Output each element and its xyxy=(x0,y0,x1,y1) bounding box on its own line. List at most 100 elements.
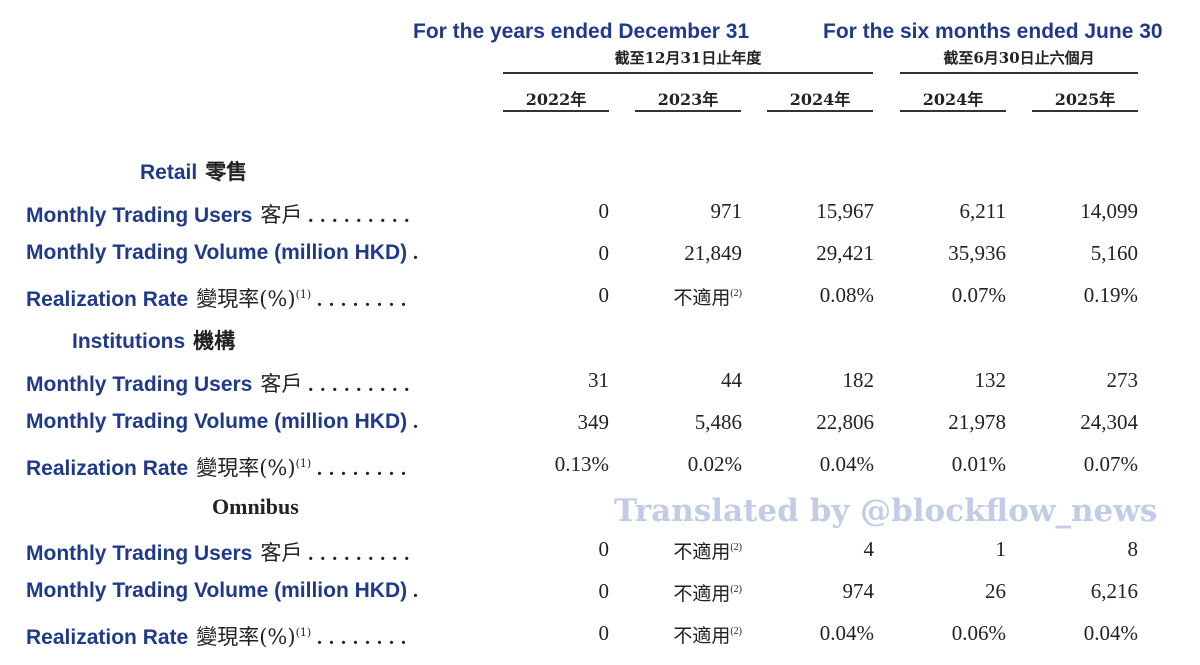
row-label-retail-rate: Realization Rate 變現率(%)(1) . . . . . . . … xyxy=(26,283,407,313)
table-cell: 0 xyxy=(598,621,610,645)
rate-zh-text: 變現率(%) xyxy=(196,456,296,480)
row-label-retail-volume: Monthly Trading Volume (million HKD) . xyxy=(26,241,419,265)
section-title-en: Omnibus xyxy=(212,494,299,519)
row-label-institutions-rate: Realization Rate 變現率(%)(1) . . . . . . . … xyxy=(26,452,407,482)
column-rule xyxy=(503,110,609,112)
column-header-2024: 2024年 xyxy=(789,90,851,109)
leader-dots: . . . . . . . . . xyxy=(308,374,411,396)
table-cell: 6,216 xyxy=(1090,579,1138,603)
row-label-zh: 變現率(%)(1) xyxy=(196,625,311,649)
table-cell: 24,304 xyxy=(1080,410,1138,434)
table-cell: 不適用(2) xyxy=(622,537,742,564)
table-cell: 1 xyxy=(995,537,1007,561)
row-label-en: Monthly Trading Users xyxy=(26,542,253,565)
table-cell: 0.02% xyxy=(687,452,742,476)
row-label-en: Monthly Trading Volume (million HKD) xyxy=(26,410,408,433)
table-cell: 0 xyxy=(598,537,610,561)
table-cell: 349 xyxy=(577,410,610,434)
footnote-marker: (2) xyxy=(730,584,742,595)
row-label-en: Monthly Trading Volume (million HKD) xyxy=(26,579,408,602)
not-applicable-text: 不適用 xyxy=(673,287,731,309)
table-cell: 182 xyxy=(842,368,875,392)
leader-dots: . . . . . . . . xyxy=(317,289,407,311)
table-cell: 26 xyxy=(985,579,1006,603)
table-cell: 0.08% xyxy=(819,283,874,307)
footnote-marker: (1) xyxy=(295,626,312,639)
row-label-en: Realization Rate xyxy=(26,457,189,480)
table-cell: 8 xyxy=(1127,537,1139,561)
leader-dots: . . . . . . . . xyxy=(317,627,407,649)
table-cell: 132 xyxy=(974,368,1007,392)
table-cell: 不適用(2) xyxy=(622,621,742,648)
footnote-marker: (2) xyxy=(730,542,742,553)
section-title-en: Institutions xyxy=(72,330,186,353)
row-label-zh: 客戶 xyxy=(260,372,303,396)
row-label-en: Monthly Trading Users xyxy=(26,204,253,227)
table-cell: 31 xyxy=(588,368,609,392)
footnote-marker: (1) xyxy=(295,457,312,470)
table-cell: 0.07% xyxy=(1083,452,1138,476)
row-label-en: Realization Rate xyxy=(26,626,189,649)
table-cell: 不適用(2) xyxy=(622,579,742,606)
six-months-group-title: For the six months ended June 30 xyxy=(823,20,1163,43)
table-cell: 0.01% xyxy=(951,452,1006,476)
row-label-zh: 客戶 xyxy=(260,541,303,565)
rate-zh-text: 變現率(%) xyxy=(196,287,296,311)
table-cell: 4 xyxy=(863,537,875,561)
table-cell: 0.04% xyxy=(819,621,874,645)
leader-dots: . xyxy=(412,411,419,433)
row-label-en: Realization Rate xyxy=(26,288,189,311)
table-cell: 0.19% xyxy=(1083,283,1138,307)
table-cell: 0 xyxy=(598,199,610,223)
years-group-rule xyxy=(503,72,873,74)
footnote-marker: (2) xyxy=(730,626,742,637)
leader-dots: . . . . . . . . xyxy=(317,458,407,480)
years-group-title: For the years ended December 31 xyxy=(413,20,750,43)
table-cell: 21,978 xyxy=(948,410,1006,434)
table-cell: 974 xyxy=(842,579,875,603)
row-label-zh: 變現率(%)(1) xyxy=(196,287,311,311)
section-title-zh: 機構 xyxy=(193,329,236,353)
leader-dots: . xyxy=(412,580,419,602)
six-months-group-rule xyxy=(900,72,1138,74)
leader-dots: . xyxy=(412,242,419,264)
row-label-en: Monthly Trading Users xyxy=(26,373,253,396)
table-cell: 0.04% xyxy=(819,452,874,476)
not-applicable-text: 不適用 xyxy=(673,625,731,647)
years-group-subtitle: 截至12月31日止年度 xyxy=(614,49,762,67)
table-cell: 44 xyxy=(721,368,742,392)
table-cell: 21,849 xyxy=(684,241,742,265)
table-cell: 5,486 xyxy=(694,410,742,434)
watermark-text: Translated by @blockflow_news xyxy=(614,493,1158,529)
table-cell: 6,211 xyxy=(959,199,1006,223)
table-cell: 14,099 xyxy=(1080,199,1138,223)
table-cell: 不適用(2) xyxy=(622,283,742,310)
column-rule xyxy=(900,110,1006,112)
table-cell: 22,806 xyxy=(816,410,874,434)
row-label-omnibus-volume: Monthly Trading Volume (million HKD) . xyxy=(26,579,419,603)
table-cell: 5,160 xyxy=(1090,241,1138,265)
table-cell: 0 xyxy=(598,283,610,307)
section-title-retail: Retail 零售 xyxy=(140,156,247,186)
table-cell: 15,967 xyxy=(816,199,874,223)
section-title-institutions: Institutions 機構 xyxy=(72,325,235,355)
row-label-zh: 客戶 xyxy=(260,203,303,227)
not-applicable-text: 不適用 xyxy=(673,583,731,605)
column-header-2023: 2023年 xyxy=(657,90,719,109)
row-label-institutions-volume: Monthly Trading Volume (million HKD) . xyxy=(26,410,419,434)
section-title-en: Retail xyxy=(140,161,198,184)
section-title-omnibus: Omnibus xyxy=(212,494,299,520)
row-label-omnibus-rate: Realization Rate 變現率(%)(1) . . . . . . . … xyxy=(26,621,407,651)
row-label-retail-users: Monthly Trading Users 客戶 . . . . . . . . … xyxy=(26,199,410,229)
column-header-1h2024: 2024年 xyxy=(922,90,984,109)
six-months-group-subtitle: 截至6月30日止六個月 xyxy=(943,49,1095,67)
row-label-institutions-users: Monthly Trading Users 客戶 . . . . . . . . … xyxy=(26,368,410,398)
row-label-omnibus-users: Monthly Trading Users 客戶 . . . . . . . . … xyxy=(26,537,410,567)
table-cell: 971 xyxy=(710,199,743,223)
rate-zh-text: 變現率(%) xyxy=(196,625,296,649)
column-rule xyxy=(635,110,741,112)
table-cell: 0.13% xyxy=(554,452,609,476)
not-applicable-text: 不適用 xyxy=(673,541,731,563)
row-label-en: Monthly Trading Volume (million HKD) xyxy=(26,241,408,264)
table-cell: 273 xyxy=(1106,368,1139,392)
